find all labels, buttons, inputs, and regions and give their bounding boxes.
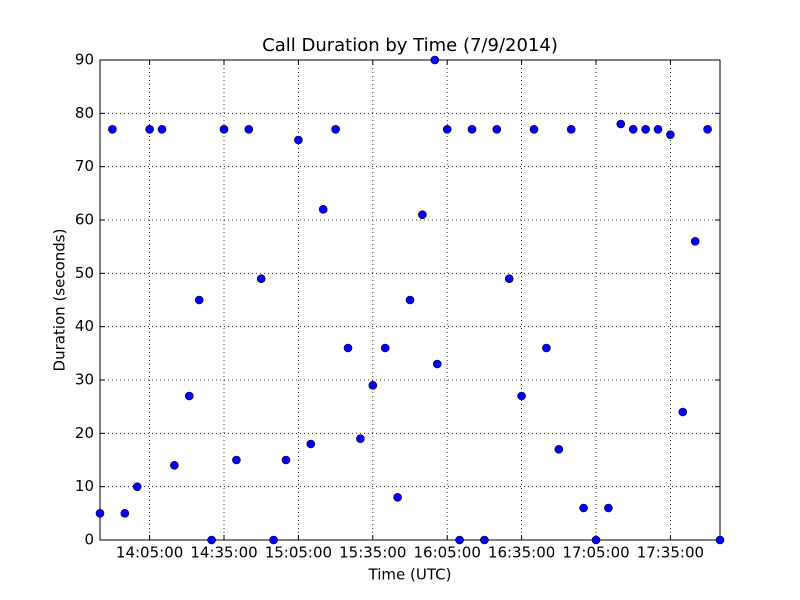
point: [281, 455, 291, 465]
point: [678, 407, 688, 417]
y-tick-label: 10: [75, 477, 94, 495]
y-tick-label: 70: [75, 157, 94, 175]
y-tick-label: 20: [75, 424, 94, 442]
point: [432, 359, 442, 369]
point: [690, 237, 700, 246]
point: [455, 535, 464, 545]
point: [542, 343, 551, 353]
point: [442, 125, 452, 134]
x-axis-label: Time (UTC): [368, 566, 452, 584]
x-tick-label: 15:35:00: [339, 544, 406, 562]
point: [244, 125, 254, 134]
y-tick-label: 40: [75, 317, 94, 335]
point: [529, 125, 539, 134]
point: [504, 274, 514, 283]
point: [219, 125, 229, 134]
point: [145, 125, 154, 134]
point: [393, 493, 402, 502]
y-tick-label: 50: [75, 264, 94, 282]
point: [380, 343, 390, 353]
point: [579, 503, 588, 513]
point: [480, 535, 489, 545]
plot-frame: [99, 59, 721, 541]
point: [331, 125, 340, 134]
point: [492, 125, 502, 134]
point: [343, 343, 353, 353]
chart-title: Call Duration by Time (7/9/2014): [262, 35, 558, 56]
point: [405, 295, 415, 305]
point: [517, 391, 526, 401]
point: [467, 125, 477, 134]
x-tick-label: 17:05:00: [562, 544, 629, 562]
x-tick-label: 16:35:00: [488, 544, 555, 562]
x-tick-label: 15:05:00: [265, 544, 332, 562]
point: [269, 535, 278, 545]
point: [120, 509, 130, 518]
point: [256, 274, 266, 283]
point: [108, 125, 117, 134]
point: [95, 509, 105, 518]
x-tick-label: 14:35:00: [190, 544, 257, 562]
point: [418, 210, 427, 219]
y-tick-label: 60: [75, 211, 94, 229]
point: [157, 125, 167, 134]
point: [641, 125, 650, 134]
y-tick-label: 30: [75, 371, 94, 389]
point: [591, 535, 601, 545]
x-tick-label: 17:35:00: [637, 544, 704, 562]
x-tick-label: 16:05:00: [414, 544, 481, 562]
point: [368, 381, 378, 390]
point: [715, 535, 725, 545]
point: [356, 434, 365, 443]
point: [566, 125, 576, 134]
point: [306, 439, 316, 449]
point: [194, 295, 204, 305]
y-tick-label: 0: [84, 531, 94, 549]
point: [207, 535, 216, 545]
point: [653, 125, 663, 134]
point: [554, 445, 564, 454]
point: [132, 482, 142, 491]
point: [318, 205, 328, 214]
y-axis-label: Duration (seconds): [51, 229, 69, 372]
point: [628, 125, 638, 134]
point: [294, 135, 303, 145]
y-tick-label: 90: [75, 51, 94, 69]
point: [184, 391, 194, 401]
point: [170, 461, 179, 470]
point: [604, 503, 613, 513]
point: [232, 455, 241, 465]
y-tick-label: 80: [75, 104, 94, 122]
point: [430, 55, 440, 65]
point: [703, 125, 712, 134]
x-tick-label: 14:05:00: [116, 544, 183, 562]
point: [666, 130, 675, 139]
point: [616, 119, 626, 129]
